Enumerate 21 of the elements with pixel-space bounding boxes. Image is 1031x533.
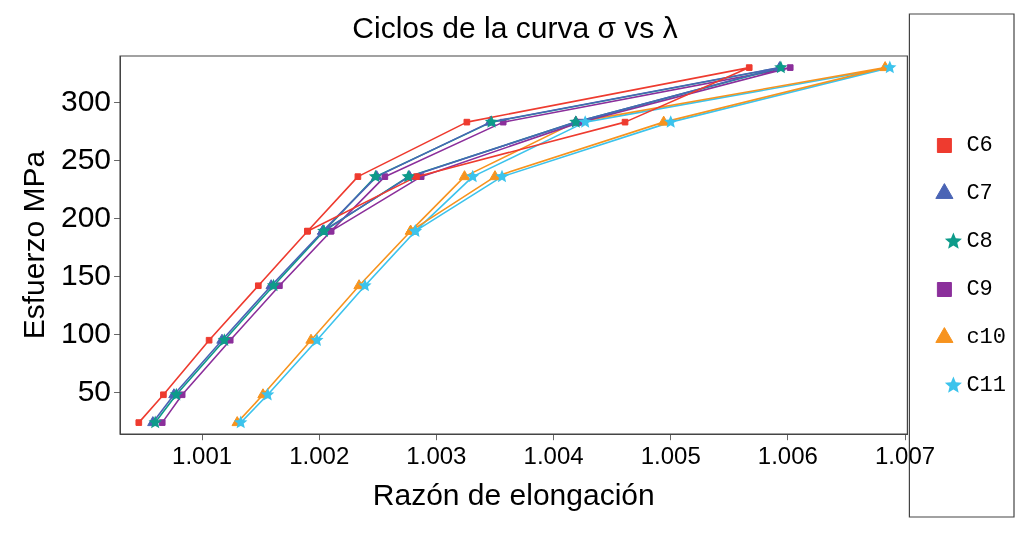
x-tick-label: 1.003	[406, 442, 467, 470]
x-tick-label: 1.005	[640, 442, 701, 470]
x-tick-label: 1.002	[289, 442, 350, 470]
legend-label: C8	[966, 229, 993, 255]
y-tick-label: 50	[77, 373, 112, 407]
y-tick-label: 250	[60, 141, 112, 175]
y-axis-title: Esfuerzo MPa	[17, 150, 51, 340]
legend-label: C11	[966, 373, 1006, 399]
chart-title: Ciclos de la curva σ vs λ	[352, 11, 678, 45]
x-tick-label: 1.001	[172, 442, 233, 470]
legend-label: C7	[966, 181, 993, 207]
y-tick-label: 100	[60, 315, 112, 349]
legend-label: C6	[966, 133, 993, 159]
x-axis-title: Razón de elongación	[372, 478, 655, 512]
y-tick-label: 200	[60, 199, 112, 233]
y-tick-label: 150	[60, 257, 112, 291]
legend-label: c10	[966, 325, 1006, 351]
legend-label: C9	[966, 277, 993, 303]
x-tick-label: 1.004	[523, 442, 584, 470]
x-tick-label: 1.006	[757, 442, 818, 470]
y-tick-label: 300	[60, 83, 112, 117]
